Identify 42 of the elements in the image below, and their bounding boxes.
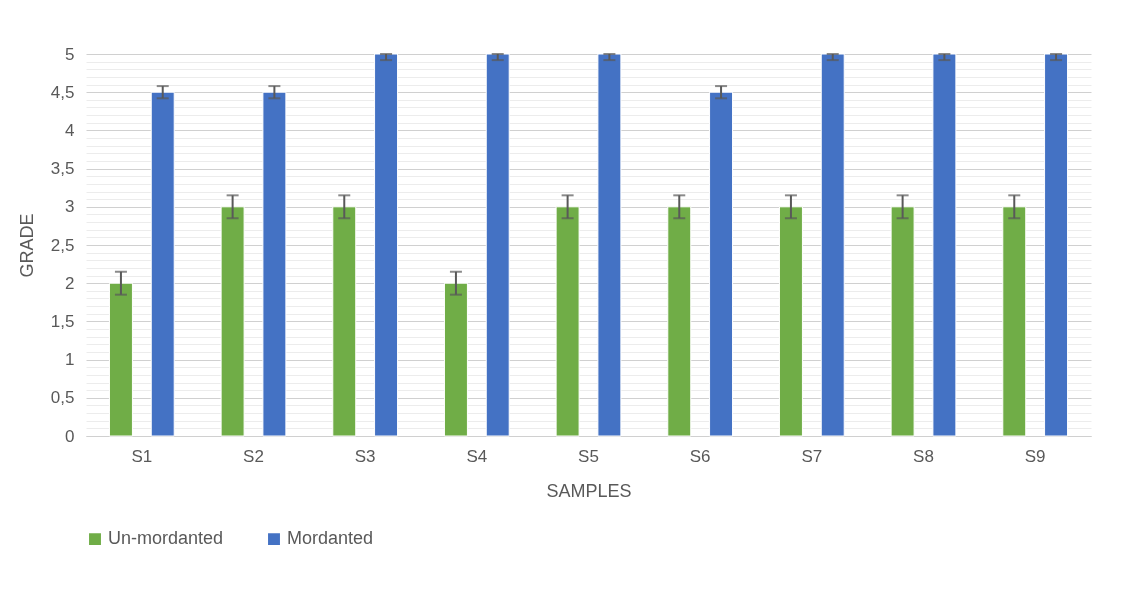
bar — [890, 206, 915, 437]
bar — [820, 53, 845, 437]
y-axis-title: GRADE — [16, 213, 37, 278]
bar — [597, 53, 622, 437]
x-tick-label: S3 — [354, 446, 376, 466]
y-tick-label: 3 — [65, 197, 75, 217]
bar — [778, 206, 803, 437]
bar — [1002, 206, 1027, 437]
x-axis-title: SAMPLES — [546, 480, 632, 501]
x-tick-label: S6 — [689, 446, 711, 466]
x-tick-label: S7 — [801, 446, 823, 466]
x-tick-label: S4 — [466, 446, 488, 466]
x-tick-label: S2 — [243, 446, 264, 466]
bar — [332, 206, 357, 437]
bar — [108, 282, 133, 437]
y-tick-label: 2 — [65, 273, 75, 293]
y-tick-label: 0,5 — [50, 388, 75, 408]
bar — [374, 53, 399, 437]
bar — [485, 53, 510, 437]
bar — [220, 206, 245, 437]
bar — [932, 53, 957, 437]
y-tick-label: 0 — [65, 426, 75, 446]
y-tick-label: 1 — [65, 350, 75, 370]
x-tick-label: S5 — [578, 446, 599, 466]
bar — [262, 91, 287, 437]
legend-label: Un-mordanted — [108, 528, 224, 549]
bar — [555, 206, 580, 437]
y-tick-label: 2,5 — [50, 235, 75, 255]
y-tick-label: 3,5 — [50, 159, 75, 179]
x-tick-label: S1 — [131, 446, 153, 466]
y-tick-label: 4 — [65, 120, 75, 140]
bar — [1044, 53, 1069, 437]
bar — [150, 91, 175, 437]
y-tick-label: 4,5 — [50, 82, 75, 102]
bar — [443, 282, 468, 437]
bar — [667, 206, 692, 437]
legend-label: Mordanted — [287, 528, 374, 549]
x-tick-label: S9 — [1024, 446, 1046, 466]
x-tick-label: S8 — [913, 446, 934, 466]
y-tick-label: 5 — [65, 44, 75, 64]
y-tick-label: 1,5 — [50, 311, 75, 331]
bar — [709, 91, 734, 437]
